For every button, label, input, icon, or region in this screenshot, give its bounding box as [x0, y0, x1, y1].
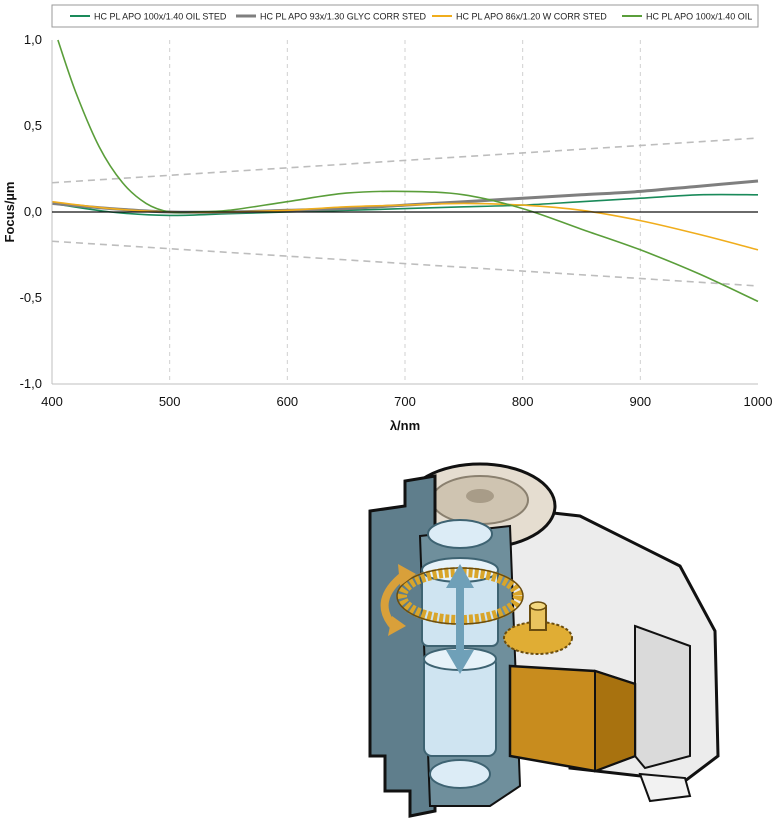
cutaway-body — [368, 474, 437, 818]
tolerance-bands — [51, 137, 759, 287]
lens-bottom — [429, 759, 491, 789]
x-tick-label: 700 — [394, 394, 416, 409]
motor-block-face — [594, 669, 636, 773]
series-line — [51, 193, 759, 217]
drive-gear-cap — [529, 601, 547, 611]
tolerance-line — [51, 240, 759, 287]
outer-housing-face — [634, 624, 691, 770]
top-disc-hole — [466, 489, 494, 503]
series-line — [57, 39, 759, 303]
focus-arrow-down — [446, 650, 474, 674]
x-tick-label: 600 — [276, 394, 298, 409]
rotation-arrow-head-top — [398, 564, 416, 586]
y-tick-label: 0,5 — [24, 118, 42, 133]
correction-collar-illustration — [368, 462, 720, 818]
x-tick-label: 400 — [41, 394, 63, 409]
y-tick-label: 1,0 — [24, 32, 42, 47]
focus-chart: HC PL APO 100x/1.40 OIL STED HC PL APO 93… — [2, 4, 773, 433]
x-axis-title: λ/nm — [390, 418, 420, 433]
legend-box — [51, 4, 759, 28]
legend-label: HC PL APO 100x/1.40 OIL — [646, 12, 752, 22]
x-tick-label: 800 — [512, 394, 534, 409]
x-tick-label: 1000 — [744, 394, 773, 409]
legend-label: HC PL APO 86x/1.20 W CORR STED — [456, 12, 607, 22]
legend: HC PL APO 100x/1.40 OIL STED HC PL APO 93… — [51, 4, 759, 28]
y-tick-label: -0,5 — [20, 290, 42, 305]
legend-label: HC PL APO 100x/1.40 OIL STED — [94, 12, 227, 22]
rotation-arrow-head-bottom — [388, 616, 406, 636]
plot-axes: 400 500 600 700 800 900 1000 1,0 0,5 0,0 -0,5 -1,0 — [20, 32, 773, 409]
tolerance-line — [51, 137, 759, 184]
x-tick-label: 500 — [159, 394, 181, 409]
focus-arrow-up — [446, 564, 474, 588]
y-axis-title: Focus/µm — [2, 182, 17, 243]
y-tick-label: 0,0 — [24, 204, 42, 219]
x-tick-label: 900 — [629, 394, 651, 409]
legend-label: HC PL APO 93x/1.30 GLYC CORR STED — [260, 12, 427, 22]
base-tab — [638, 772, 692, 803]
y-tick-label: -1,0 — [20, 376, 42, 391]
lens-top — [427, 519, 493, 549]
